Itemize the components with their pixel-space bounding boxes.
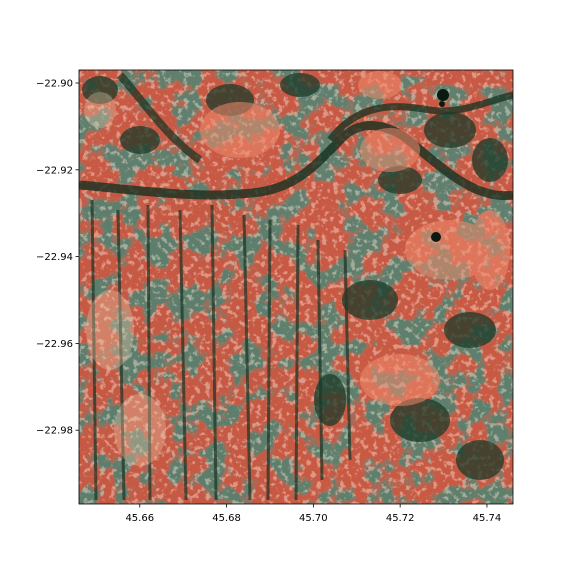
x-tick-label: 45.66 (125, 513, 154, 524)
drainage-corridor (79, 121, 513, 201)
gully-streaks (90, 199, 352, 501)
drainage-branch-north (327, 91, 513, 143)
drainage-branch-northwest (116, 72, 203, 164)
y-tick-label: −22.92 (36, 165, 73, 176)
y-tick-label: −22.98 (36, 426, 73, 437)
dark-pools (431, 89, 449, 242)
x-tick-label: 45.72 (386, 513, 415, 524)
y-tick-label: −22.96 (36, 339, 73, 350)
x-axis: 45.66 45.68 45.70 45.72 45.74 (125, 504, 501, 524)
y-tick-label: −22.90 (36, 79, 73, 90)
x-tick-label: 45.68 (212, 513, 241, 524)
y-axis: −22.90 −22.92 −22.94 −22.96 −22.98 (36, 79, 79, 437)
vegetation-patches (82, 73, 508, 480)
map-image (79, 70, 513, 504)
y-tick-label: −22.94 (36, 252, 73, 263)
x-tick-label: 45.70 (299, 513, 328, 524)
bright-patches (200, 71, 510, 406)
x-tick-label: 45.74 (473, 513, 502, 524)
pale-ground (84, 92, 166, 466)
plot-frame (78, 69, 514, 505)
